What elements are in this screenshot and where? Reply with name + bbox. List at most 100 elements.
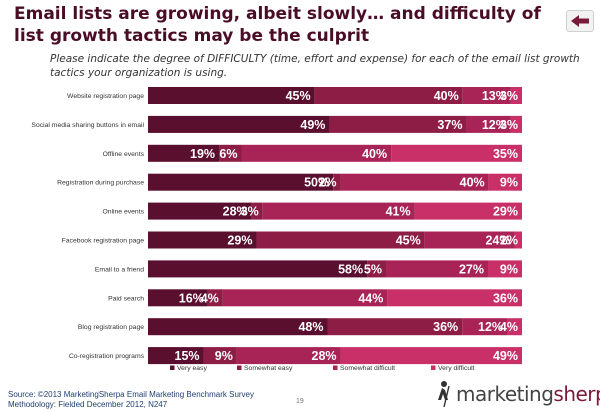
bar-facebook-registration-page-very-easy <box>148 231 257 249</box>
value-label-email-to-a-friend-very-difficult: 9% <box>500 262 518 276</box>
value-label-website-registration-page-very-difficult: 3% <box>500 89 518 103</box>
bar-website-registration-page-very-easy <box>148 87 315 104</box>
bar-email-to-a-friend-very-difficult <box>488 260 522 278</box>
bar-facebook-registration-page-very-difficult <box>514 231 522 249</box>
value-label-social-media-sharing-buttons-in-email-somewhat-easy: 37% <box>437 118 462 132</box>
bar-co-registration-programs-very-difficult <box>340 347 522 365</box>
category-label-co-registration-programs: Co-registration programs <box>69 353 145 360</box>
category-label-online-events: Online events <box>102 209 144 216</box>
bar-paid-search-very-difficult <box>387 289 522 307</box>
bar-co-registration-programs-somewhat-difficult <box>236 347 341 365</box>
value-label-online-events-very-easy: 28% <box>223 205 248 219</box>
bar-social-media-sharing-buttons-in-email-somewhat-difficult <box>466 115 511 133</box>
category-label-facebook-registration-page: Facebook registration page <box>62 238 145 245</box>
bar-paid-search-very-easy <box>148 289 208 307</box>
bar-blog-registration-page-very-easy <box>148 318 328 336</box>
bar-online-events-somewhat-easy <box>251 202 263 220</box>
value-label-offline-events-somewhat-easy: 6% <box>219 147 237 161</box>
bar-registration-during-purchase-very-easy <box>148 173 334 191</box>
page-number: 19 <box>296 398 304 405</box>
category-label-website-registration-page: Website registration page <box>67 93 144 100</box>
category-label-paid-search: Paid search <box>108 295 144 302</box>
bar-paid-search-somewhat-difficult <box>222 289 388 307</box>
value-label-offline-events-very-easy: 19% <box>190 147 215 161</box>
bar-website-registration-page-very-difficult <box>510 87 522 104</box>
bar-offline-events-very-easy <box>148 144 220 162</box>
methodology-line: Methodology: Fielded December 2012, N247 <box>8 400 168 409</box>
marketingsherpa-logo: marketingsherpa <box>430 378 600 410</box>
value-label-facebook-registration-page-very-difficult: 2% <box>500 234 518 248</box>
bar-offline-events-somewhat-easy <box>219 144 242 162</box>
bar-offline-events-somewhat-difficult <box>241 144 392 162</box>
bar-social-media-sharing-buttons-in-email-very-difficult <box>510 115 522 133</box>
value-label-co-registration-programs-very-difficult: 49% <box>493 349 518 363</box>
source-line: Source: ©2013 MarketingSherpa Email Mark… <box>8 390 255 399</box>
category-label-registration-during-purchase: Registration during purchase <box>57 180 144 187</box>
legend-swatch-somewhat-difficult <box>333 365 338 370</box>
category-label-offline-events: Offline events <box>103 151 145 158</box>
bar-blog-registration-page-somewhat-difficult <box>462 318 508 336</box>
value-label-website-registration-page-very-easy: 45% <box>286 89 311 103</box>
bar-online-events-very-difficult <box>414 202 522 220</box>
value-label-registration-during-purchase-somewhat-easy: 2% <box>318 176 336 190</box>
value-label-offline-events-very-difficult: 35% <box>493 147 518 161</box>
value-label-online-events-somewhat-easy: 3% <box>241 205 259 219</box>
bar-registration-during-purchase-very-difficult <box>488 173 522 191</box>
bar-offline-events-very-difficult <box>391 144 522 162</box>
value-label-offline-events-somewhat-difficult: 40% <box>362 147 387 161</box>
legend-swatch-very-easy <box>170 365 175 370</box>
value-label-email-to-a-friend-very-easy: 58% <box>338 262 363 276</box>
bar-website-registration-page-somewhat-difficult <box>462 87 511 104</box>
legend-label-very-easy: Very easy <box>177 365 207 372</box>
chart-subtitle: Please indicate the degree of DIFFICULTY… <box>50 53 580 79</box>
value-label-website-registration-page-somewhat-easy: 40% <box>434 89 459 103</box>
bar-online-events-very-easy <box>148 202 252 220</box>
value-label-co-registration-programs-very-easy: 15% <box>175 349 200 363</box>
bar-email-to-a-friend-somewhat-easy <box>367 260 386 278</box>
bar-email-to-a-friend-very-easy <box>148 260 368 278</box>
value-label-online-events-somewhat-difficult: 41% <box>386 205 411 219</box>
value-label-email-to-a-friend-somewhat-easy: 5% <box>364 262 382 276</box>
value-label-social-media-sharing-buttons-in-email-very-difficult: 3% <box>500 118 518 132</box>
bar-co-registration-programs-somewhat-easy <box>203 347 237 365</box>
category-label-social-media-sharing-buttons-in-email: Social media sharing buttons in email <box>31 122 144 129</box>
back-arrow-icon <box>571 15 589 27</box>
bar-online-events-somewhat-difficult <box>262 202 415 220</box>
category-label-email-to-a-friend: Email to a friend <box>95 266 144 273</box>
value-label-blog-registration-page-very-difficult: 4% <box>500 320 518 334</box>
value-label-facebook-registration-page-somewhat-difficult: 24% <box>485 234 510 248</box>
logo-text-sherpa: sherpa <box>553 382 600 406</box>
bar-registration-during-purchase-somewhat-difficult <box>340 173 489 191</box>
bar-paid-search-somewhat-easy <box>207 289 223 307</box>
value-label-paid-search-somewhat-difficult: 44% <box>358 291 383 305</box>
bar-email-to-a-friend-somewhat-difficult <box>386 260 488 278</box>
stacked-bar-chart: Website registration page 45% 40% 13%3%Soci… <box>31 87 522 372</box>
value-label-facebook-registration-page-very-easy: 29% <box>227 234 252 248</box>
bar-social-media-sharing-buttons-in-email-somewhat-easy <box>329 115 467 133</box>
bar-registration-during-purchase-somewhat-easy <box>333 173 341 191</box>
bar-website-registration-page-somewhat-easy <box>314 87 463 104</box>
bar-social-media-sharing-buttons-in-email-very-easy <box>148 115 330 133</box>
value-label-registration-during-purchase-somewhat-difficult: 40% <box>460 176 485 190</box>
source-note: Source: ©2013 MarketingSherpa Email Mark… <box>8 390 254 410</box>
value-label-social-media-sharing-buttons-in-email-very-easy: 49% <box>300 118 325 132</box>
legend-swatch-very-difficult <box>431 365 436 370</box>
value-label-social-media-sharing-buttons-in-email-somewhat-difficult: 12% <box>482 118 507 132</box>
value-label-co-registration-programs-somewhat-difficult: 28% <box>312 349 337 363</box>
bar-facebook-registration-page-somewhat-difficult <box>424 231 515 249</box>
value-label-registration-during-purchase-very-easy: 50% <box>304 176 329 190</box>
back-button[interactable] <box>566 10 594 32</box>
legend-label-somewhat-easy: Somewhat easy <box>244 365 293 372</box>
value-label-blog-registration-page-somewhat-easy: 36% <box>433 320 458 334</box>
value-label-paid-search-very-difficult: 36% <box>493 291 518 305</box>
value-label-paid-search-somewhat-easy: 4% <box>201 291 219 305</box>
value-label-blog-registration-page-very-easy: 48% <box>298 320 323 334</box>
slide-title: Email lists are growing, albeit slowly… … <box>14 4 541 46</box>
bar-co-registration-programs-very-easy <box>148 347 204 365</box>
value-label-registration-during-purchase-very-difficult: 9% <box>500 176 518 190</box>
legend-swatch-somewhat-easy <box>237 365 242 370</box>
value-label-paid-search-very-easy: 16% <box>179 291 204 305</box>
value-label-website-registration-page-somewhat-difficult: 13% <box>482 89 507 103</box>
value-label-co-registration-programs-somewhat-easy: 9% <box>215 349 233 363</box>
logo-text-marketing: marketing <box>456 382 554 406</box>
